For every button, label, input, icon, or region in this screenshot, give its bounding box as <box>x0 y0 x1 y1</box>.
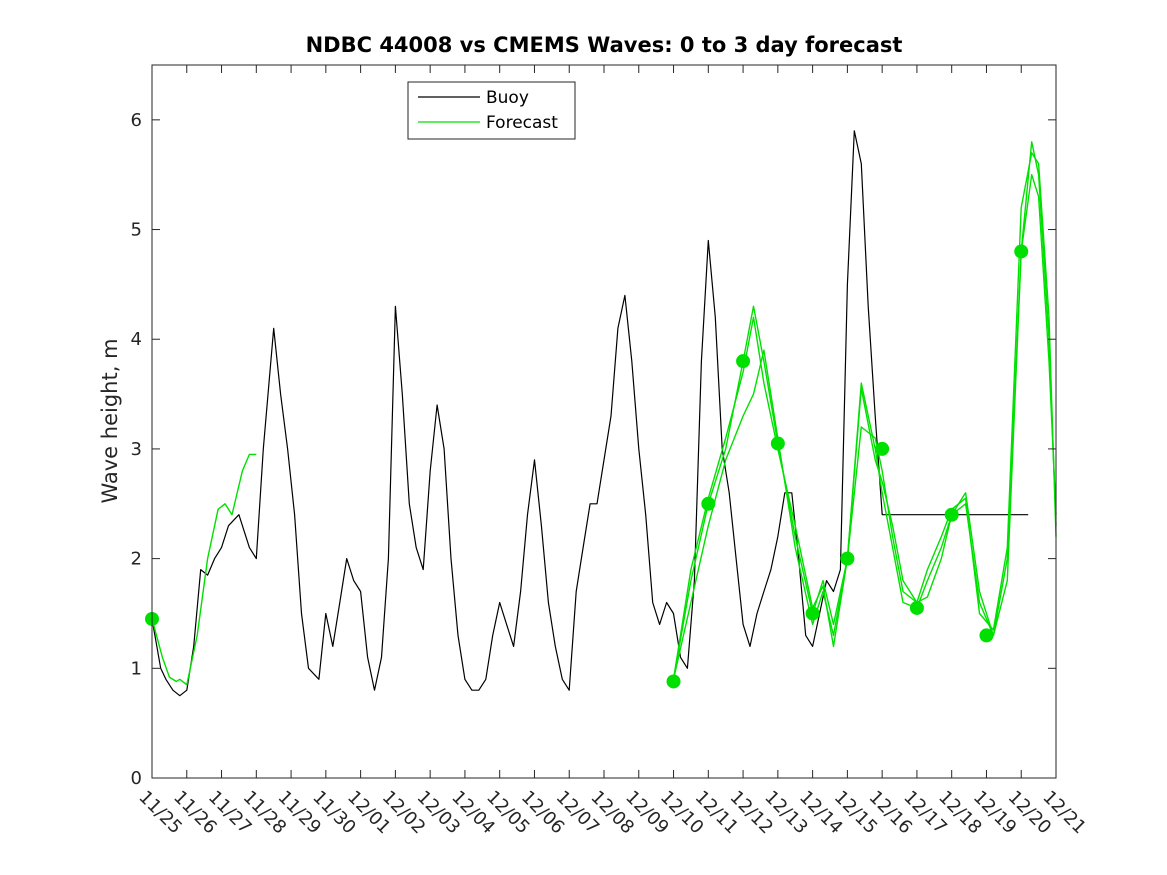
forecast-start-point <box>666 674 681 689</box>
forecast-start-point <box>979 628 994 643</box>
y-axis-label: Wave height, m <box>98 338 122 503</box>
forecast-series-line <box>672 152 1057 680</box>
y-tick-label: 5 <box>131 220 142 241</box>
forecast-start-point <box>875 441 890 456</box>
forecast-start-point <box>840 551 855 566</box>
forecast-series-line <box>672 173 1057 680</box>
y-tick-label: 3 <box>131 439 142 460</box>
y-tick-label: 4 <box>131 329 142 350</box>
forecast-series-line <box>672 141 1057 680</box>
forecast-start-point <box>736 354 751 369</box>
y-axis: 0 1 2 3 4 5 6 <box>131 110 1056 789</box>
forecast-start-point <box>944 507 959 522</box>
legend-forecast-label: Forecast <box>486 113 558 133</box>
legend-box <box>407 81 576 140</box>
buoy-series-line <box>151 130 1029 697</box>
legend-buoy-label: Buoy <box>486 88 529 108</box>
y-tick-label: 2 <box>131 549 142 570</box>
y-tick-label: 0 <box>131 768 142 789</box>
forecast-series-line <box>151 453 257 686</box>
forecast-start-point <box>805 606 820 621</box>
legend: Buoy Forecast <box>407 81 576 140</box>
forecast-start-point <box>770 436 785 451</box>
chart-title: NDBC 44008 vs CMEMS Waves: 0 to 3 day fo… <box>306 33 903 57</box>
series-layer <box>151 130 1057 697</box>
y-tick-label: 1 <box>131 658 142 679</box>
forecast-start-point <box>701 496 716 511</box>
forecast-start-point <box>1014 244 1029 259</box>
forecast-start-point <box>909 600 924 615</box>
y-tick-label: 6 <box>131 110 142 131</box>
plot-area <box>152 65 1056 778</box>
